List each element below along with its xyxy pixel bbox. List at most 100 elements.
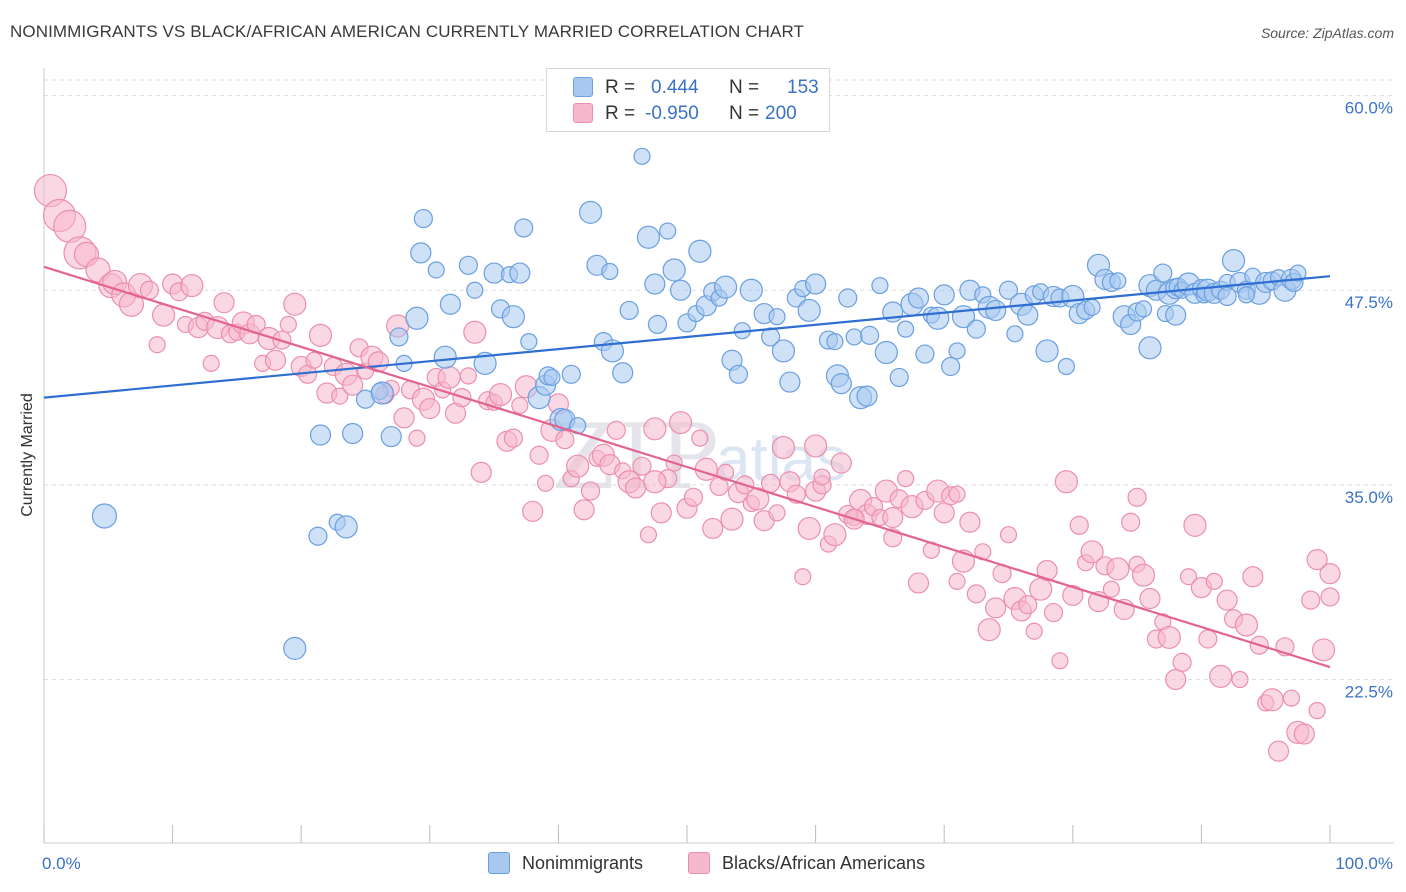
data-point-nonimmigrant — [889, 367, 909, 388]
data-point-black — [1301, 590, 1321, 610]
data-point-black — [148, 336, 166, 354]
data-point-nonimmigrant — [520, 333, 538, 351]
data-point-nonimmigrant — [830, 373, 852, 395]
data-point-black — [985, 597, 1007, 619]
data-point-black — [566, 454, 590, 478]
tick-labels: 22.5% 35.0% 47.5% 60.0% 0.0% 100.0% — [42, 99, 1393, 873]
data-point-black — [643, 470, 667, 494]
data-point-black — [823, 523, 847, 547]
data-point-nonimmigrant — [1134, 300, 1153, 318]
data-point-black — [702, 517, 724, 540]
legend-item-nonimmigrants[interactable]: Nonimmigrants — [488, 852, 643, 874]
legend-swatch-blue — [573, 77, 593, 97]
data-point-black — [522, 500, 544, 522]
data-point-nonimmigrant — [669, 279, 692, 301]
data-point-nonimmigrant — [509, 262, 531, 284]
data-point-nonimmigrant — [948, 342, 966, 360]
legend-r-label: R = — [605, 103, 636, 124]
data-point-nonimmigrant — [413, 208, 433, 229]
data-point-nonimmigrant — [1153, 263, 1173, 283]
data-point-nonimmigrant — [739, 278, 763, 302]
data-point-black — [1036, 559, 1058, 582]
data-point-black — [393, 407, 415, 429]
data-point-nonimmigrant — [543, 368, 561, 387]
data-point-nonimmigrant — [405, 306, 429, 330]
data-point-nonimmigrant — [1138, 336, 1162, 360]
data-point-nonimmigrant — [342, 422, 364, 445]
data-point-black — [1062, 584, 1084, 607]
legend-n-value: 200 — [765, 103, 797, 124]
data-point-black — [803, 434, 828, 458]
data-point-black — [573, 499, 595, 521]
data-point-black — [1157, 625, 1181, 650]
data-point-nonimmigrant — [283, 636, 307, 660]
data-point-nonimmigrant — [728, 364, 749, 384]
data-point-black — [459, 367, 477, 385]
data-point-black — [408, 429, 426, 447]
data-point-black — [308, 323, 333, 347]
y-tick-label: 47.5% — [1345, 293, 1393, 312]
x-tick-label: 100.0% — [1335, 854, 1393, 873]
data-point-black — [463, 320, 487, 344]
data-point-nonimmigrant — [804, 273, 827, 295]
data-point-nonimmigrant — [1221, 249, 1246, 273]
data-point-black — [948, 485, 966, 503]
data-point-black — [1165, 668, 1187, 691]
trend-line-nonimmigrants — [43, 275, 1331, 399]
data-point-nonimmigrant — [370, 381, 394, 405]
data-point-nonimmigrant — [1289, 264, 1307, 282]
data-point-nonimmigrant — [966, 319, 986, 339]
data-point-black — [907, 572, 930, 594]
legend-label: Nonimmigrants — [522, 852, 644, 873]
data-point-black — [279, 315, 297, 334]
data-point-nonimmigrant — [501, 305, 525, 329]
data-point-black — [694, 457, 718, 481]
data-point-black — [213, 292, 235, 314]
data-point-black — [1320, 587, 1340, 607]
legend-swatch-blue — [488, 852, 510, 874]
data-point-black — [1127, 487, 1147, 507]
data-point-black — [1043, 602, 1064, 623]
data-point-black — [959, 511, 981, 533]
data-point-nonimmigrant — [578, 200, 603, 224]
data-point-nonimmigrant — [915, 344, 935, 364]
data-point-black — [529, 445, 549, 465]
legend-swatch-pink — [573, 103, 593, 123]
data-point-nonimmigrant — [1109, 272, 1127, 290]
data-point-black — [606, 420, 626, 440]
data-point-black — [180, 273, 204, 298]
data-point-nonimmigrant — [907, 287, 930, 309]
data-point-black — [771, 435, 796, 460]
data-point-black — [948, 572, 966, 591]
data-point-nonimmigrant — [713, 275, 738, 299]
data-point-nonimmigrant — [871, 276, 889, 295]
data-point-black — [1179, 568, 1198, 586]
legend-item-black[interactable]: Blacks/African Americans — [688, 852, 925, 874]
data-point-black — [639, 526, 658, 544]
data-point-black — [716, 463, 735, 481]
data-point-black — [977, 618, 1001, 642]
data-point-black — [1121, 512, 1141, 532]
data-point-black — [419, 397, 441, 420]
data-point-black — [1069, 515, 1089, 535]
data-point-nonimmigrant — [860, 325, 880, 345]
data-point-black — [202, 354, 220, 372]
data-point-black — [342, 374, 364, 396]
data-point-nonimmigrant — [760, 327, 781, 347]
data-point-black — [1205, 572, 1223, 591]
legend-n-label: N = — [729, 103, 760, 124]
data-point-black — [283, 292, 307, 316]
y-tick-label: 22.5% — [1345, 683, 1393, 702]
data-point-nonimmigrant — [897, 320, 915, 338]
data-point-nonimmigrant — [933, 284, 955, 306]
data-point-black — [966, 584, 986, 604]
data-point-nonimmigrant — [309, 424, 332, 446]
data-point-black — [470, 461, 492, 483]
data-point-nonimmigrant — [985, 299, 1007, 322]
data-point-black — [1293, 723, 1315, 745]
data-point-nonimmigrant — [1083, 298, 1101, 316]
data-point-nonimmigrant — [826, 333, 844, 351]
data-point-black — [1282, 689, 1301, 707]
data-point-nonimmigrant — [941, 356, 961, 377]
data-point-black — [632, 456, 652, 476]
